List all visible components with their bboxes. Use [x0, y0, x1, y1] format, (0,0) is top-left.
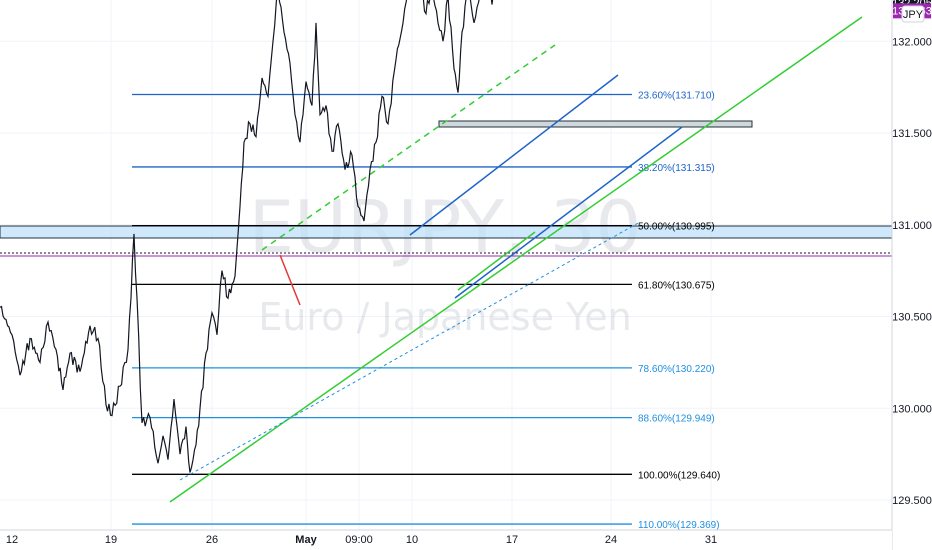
- fib-level-label: 23.60%(131.710): [638, 90, 715, 101]
- channel-upper-line[interactable]: [409, 74, 619, 236]
- x-tick-label: May: [295, 534, 317, 546]
- y-tick-label: 132.000: [892, 36, 932, 48]
- trendline-red-short[interactable]: [279, 254, 301, 306]
- fib-level-label: 61.80%(130.675): [638, 280, 715, 291]
- y-tick-label: 130.500: [892, 312, 932, 324]
- fib-level-label: 78.60%(130.220): [638, 364, 715, 375]
- currency-label: JPY: [903, 9, 924, 21]
- x-tick-label: 12: [6, 534, 18, 546]
- x-tick-label: 26: [206, 534, 218, 546]
- x-tick-label: 19: [105, 534, 117, 546]
- channel-lower-line[interactable]: [454, 126, 683, 299]
- trendline-green-short[interactable]: [457, 231, 536, 291]
- trendline-dotted-lower[interactable]: [179, 221, 641, 481]
- price-series-0: [0, 0, 494, 473]
- currency-badge[interactable]: [901, 5, 925, 23]
- x-tick-label: 17: [506, 534, 518, 546]
- watermark-description: Euro / Japanese Yen: [258, 295, 631, 339]
- x-tick-label: 09:00: [345, 534, 373, 546]
- fib-level-label: 110.00%(129.369): [638, 520, 720, 531]
- x-tick-label: 24: [605, 534, 617, 546]
- y-tick-label: 130.000: [892, 403, 932, 415]
- trendline-dashed-top[interactable]: [261, 44, 556, 251]
- fib-level-label: 88.60%(129.949): [638, 414, 715, 425]
- x-tick-label: 31: [705, 534, 717, 546]
- fib-level-label: 38.20%(131.315): [638, 163, 715, 174]
- y-tick-label: 131.000: [892, 220, 932, 232]
- fib-level-label: 100.00%(129.640): [638, 470, 720, 481]
- x-tick-label: 10: [406, 534, 418, 546]
- fib-level-label: 50.00%(130.995): [638, 222, 715, 233]
- y-tick-label: 131.500: [892, 128, 932, 140]
- resistance-box[interactable]: [438, 120, 753, 128]
- y-tick-label: 129.500: [892, 495, 932, 507]
